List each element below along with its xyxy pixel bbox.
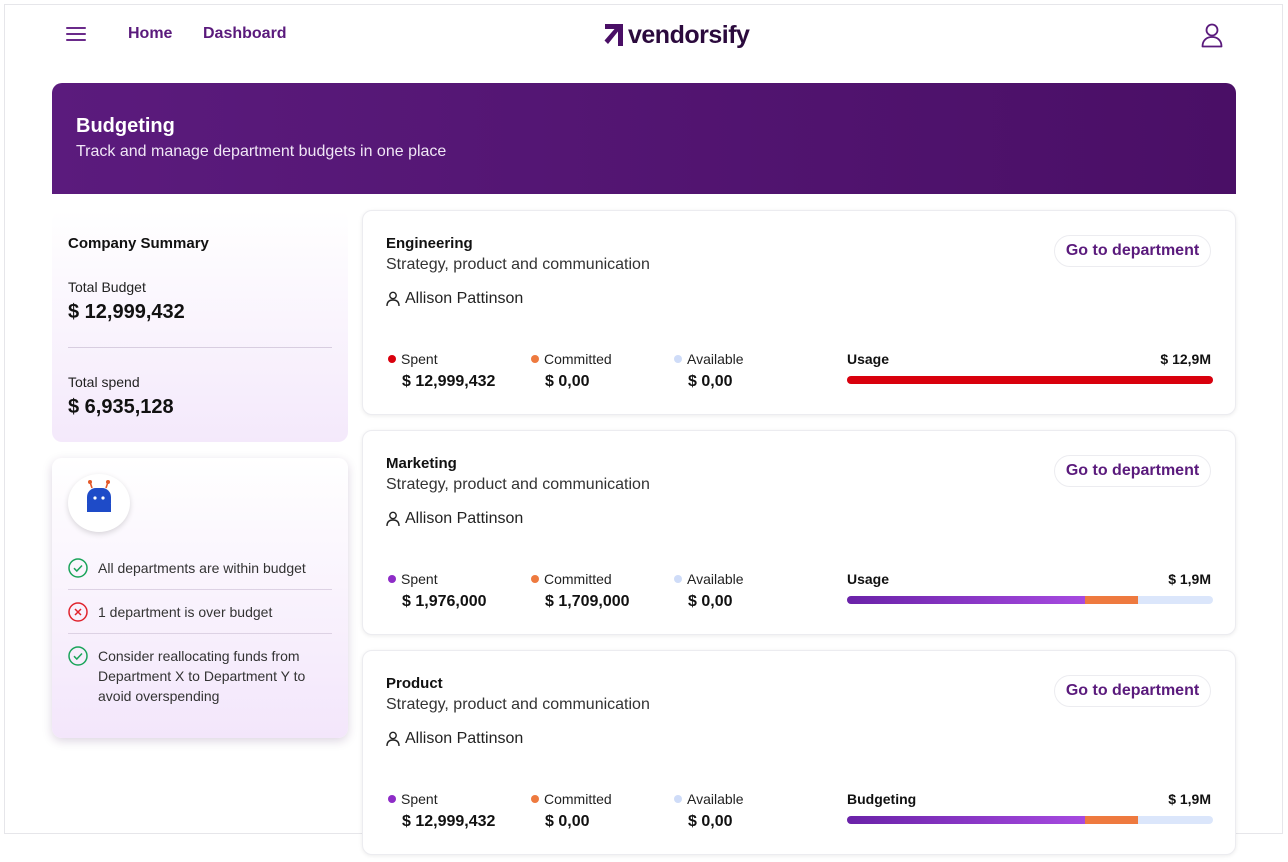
available-label: Available	[687, 571, 744, 587]
total-spend-label: Total spend	[68, 374, 140, 390]
department-owner-name: Allison Pattinson	[405, 730, 524, 747]
department-owner-name: Allison Pattinson	[405, 290, 524, 307]
logo-arrow-icon	[604, 24, 623, 46]
nav-home-link[interactable]: Home	[128, 25, 173, 42]
top-nav: Home Dashboard vendorsify	[0, 0, 1288, 70]
department-name: Marketing	[386, 455, 457, 472]
spent-dot	[388, 575, 396, 583]
usage-bar	[847, 816, 1213, 824]
summary-title: Company Summary	[68, 235, 209, 252]
insight-text: Consider reallocating funds from Departm…	[98, 648, 306, 704]
committed-label: Committed	[544, 571, 612, 587]
committed-value: $ 0,00	[545, 813, 590, 830]
total-budget-value: $ 12,999,432	[68, 301, 185, 323]
go-to-department-button[interactable]: Go to department	[1054, 235, 1211, 267]
brand-name: vendorsify	[628, 20, 750, 49]
assistant-avatar[interactable]	[68, 474, 130, 532]
page-title: Budgeting	[76, 115, 175, 137]
department-owner: Allison Pattinson	[386, 730, 523, 748]
committed-label: Committed	[544, 791, 612, 807]
usage-bar-spent	[847, 596, 1085, 604]
insight-text: All departments are within budget	[98, 560, 306, 576]
committed-value: $ 1,709,000	[545, 593, 630, 610]
committed-label: Committed	[544, 351, 612, 367]
available-value: $ 0,00	[688, 593, 733, 610]
check-circle-icon	[68, 558, 88, 578]
brand-logo[interactable]: vendorsify	[602, 20, 750, 50]
usage-bar-committed	[1084, 816, 1138, 824]
committed-value: $ 0,00	[545, 373, 590, 390]
summary-divider	[68, 347, 332, 348]
usage-bar-committed	[1084, 596, 1138, 604]
spent-value: $ 12,999,432	[402, 373, 496, 390]
person-icon	[386, 731, 400, 747]
go-to-department-button[interactable]: Go to department	[1054, 455, 1211, 487]
go-to-department-button[interactable]: Go to department	[1054, 675, 1211, 707]
usage-label: Budgeting	[847, 791, 917, 807]
usage-label: Usage	[847, 351, 890, 367]
usage-total: $ 1,9M	[1168, 571, 1211, 587]
total-budget-label: Total Budget	[68, 279, 146, 295]
usage-total: $ 1,9M	[1168, 791, 1211, 807]
insight-text: 1 department is over budget	[98, 604, 273, 620]
committed-dot	[531, 795, 539, 803]
committed-dot	[531, 575, 539, 583]
spent-label: Spent	[401, 351, 438, 367]
available-value: $ 0,00	[688, 373, 733, 390]
available-label: Available	[687, 791, 744, 807]
department-card-engineering: Engineering Strategy, product and commun…	[362, 210, 1236, 415]
assistant-insights-card: All departments are within budget 1 depa…	[52, 458, 348, 738]
committed-dot	[531, 355, 539, 363]
spent-label: Spent	[401, 571, 438, 587]
usage-total: $ 12,9M	[1160, 351, 1211, 367]
department-description: Strategy, product and communication	[386, 476, 650, 493]
department-description: Strategy, product and communication	[386, 256, 650, 273]
company-summary-card: Company Summary Total Budget $ 12,999,43…	[52, 210, 348, 442]
user-icon[interactable]	[1200, 22, 1224, 48]
department-card-product: Product Strategy, product and communicat…	[362, 650, 1236, 855]
page-subtitle: Track and manage department budgets in o…	[76, 143, 447, 160]
robot-icon	[87, 480, 111, 512]
spent-value: $ 12,999,432	[402, 813, 496, 830]
insight-divider	[68, 633, 332, 634]
spent-value: $ 1,976,000	[402, 593, 487, 610]
department-owner-name: Allison Pattinson	[405, 510, 524, 527]
usage-label: Usage	[847, 571, 890, 587]
x-circle-icon	[68, 602, 88, 622]
person-icon	[386, 291, 400, 307]
page-banner: Budgeting Track and manage department bu…	[52, 83, 1236, 194]
usage-bar	[847, 596, 1213, 604]
department-name: Engineering	[386, 235, 473, 252]
usage-bar	[847, 376, 1213, 384]
spent-dot	[388, 355, 396, 363]
department-description: Strategy, product and communication	[386, 696, 650, 713]
usage-bar-spent	[847, 816, 1085, 824]
available-dot	[674, 355, 682, 363]
available-value: $ 0,00	[688, 813, 733, 830]
hamburger-menu-icon[interactable]	[66, 27, 86, 43]
available-label: Available	[687, 351, 744, 367]
department-owner: Allison Pattinson	[386, 290, 523, 308]
nav-dashboard-link[interactable]: Dashboard	[203, 25, 287, 42]
available-dot	[674, 575, 682, 583]
usage-bar-spent	[847, 376, 1213, 384]
total-spend-value: $ 6,935,128	[68, 396, 174, 418]
department-name: Product	[386, 675, 443, 692]
person-icon	[386, 511, 400, 527]
spent-dot	[388, 795, 396, 803]
department-owner: Allison Pattinson	[386, 510, 523, 528]
spent-label: Spent	[401, 791, 438, 807]
insight-divider	[68, 589, 332, 590]
check-circle-icon	[68, 646, 88, 666]
department-card-marketing: Marketing Strategy, product and communic…	[362, 430, 1236, 635]
available-dot	[674, 795, 682, 803]
